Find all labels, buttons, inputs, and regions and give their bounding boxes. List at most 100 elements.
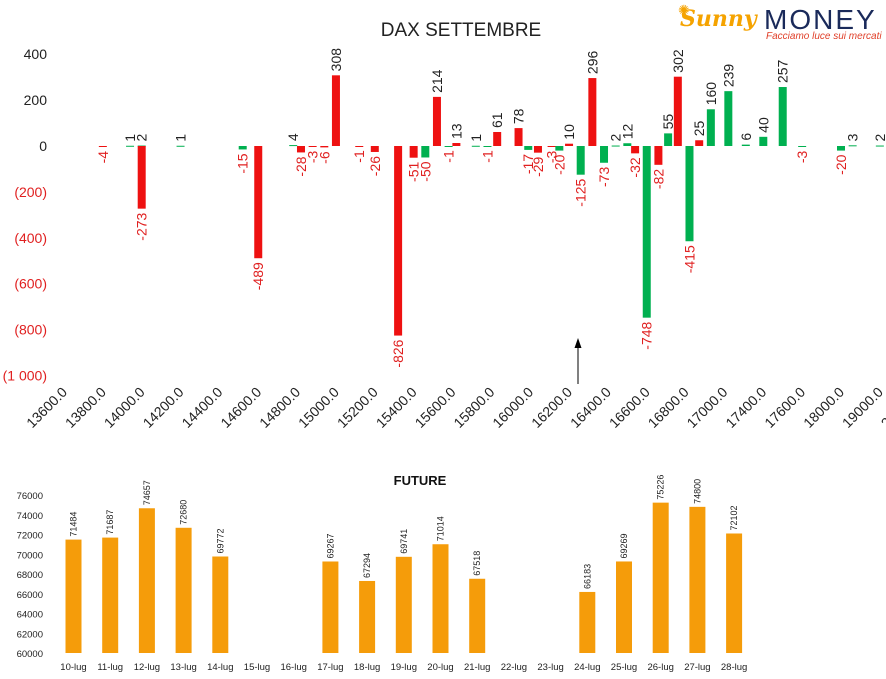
future-x-tick-label: 26-lug [647, 662, 673, 673]
future-y-tick-label: 74000 [17, 511, 43, 522]
bar-value-label: 239 [720, 64, 736, 88]
bar [137, 146, 146, 209]
x-tick-label: 15600.0 [412, 384, 459, 431]
bar [289, 145, 298, 147]
bar-value-label: -489 [250, 262, 266, 290]
bar-value-label: -6 [316, 151, 332, 164]
bar [706, 109, 715, 146]
bar [493, 132, 502, 146]
bar [176, 145, 185, 147]
y-tick-label: (600) [14, 276, 47, 292]
bar [741, 144, 750, 146]
x-tick-label: 19000.0 [839, 384, 886, 431]
bar [355, 146, 364, 147]
bar-value-label: 2 [872, 134, 886, 142]
bar [724, 91, 733, 146]
bar-value-label: -3 [544, 150, 560, 163]
future-bar [212, 556, 229, 653]
bar-value-label: -125 [573, 178, 589, 206]
bar-value-label: -748 [639, 321, 655, 349]
bar [695, 140, 704, 146]
bar-value-label: -3 [794, 150, 810, 163]
bar [588, 78, 597, 146]
x-tick-label: 13800.0 [62, 384, 109, 431]
future-x-tick-label: 27-lug [684, 662, 710, 673]
bar-value-label: 257 [775, 59, 791, 83]
bar-value-label: 2 [134, 134, 150, 142]
future-bar [689, 506, 706, 653]
bar [547, 146, 556, 147]
y-tick-label: (400) [14, 230, 47, 246]
bar [600, 146, 609, 163]
bar [664, 133, 673, 146]
bar-value-label: -4 [95, 151, 111, 164]
bar-value-label: -28 [293, 156, 309, 176]
future-bar [579, 591, 596, 653]
bar [654, 146, 663, 165]
x-tick-label: 16200.0 [528, 384, 575, 431]
x-tick-label: 18000.0 [800, 384, 847, 431]
chart-title: DAX SETTEMBRE [381, 20, 541, 41]
x-tick-label: 14800.0 [256, 384, 303, 431]
bar [471, 145, 480, 147]
future-bar [175, 527, 192, 653]
future-bar-value-label: 72102 [729, 505, 739, 530]
future-x-tick-label: 21-lug [464, 662, 490, 673]
future-bar [65, 539, 82, 653]
bar-value-label: -29 [530, 156, 546, 176]
future-bar [432, 544, 449, 653]
bar-value-label: -1 [479, 150, 495, 163]
bar-value-label: 3 [845, 133, 861, 141]
future-bar-value-label: 71687 [105, 510, 115, 535]
future-bar-value-label: 74657 [142, 480, 152, 505]
future-y-tick-label: 76000 [17, 491, 43, 502]
bar-value-label: 214 [429, 69, 445, 93]
logo-money-text: MONEY [764, 4, 877, 35]
future-bar-value-label: 66183 [582, 564, 592, 589]
bar [238, 146, 247, 150]
bar-value-label: 13 [448, 123, 464, 139]
bar-value-label: 10 [561, 124, 577, 140]
y-tick-label: (200) [14, 184, 47, 200]
bar [685, 146, 694, 242]
future-bar [616, 561, 632, 653]
bar-value-label: -73 [596, 167, 612, 187]
x-tick-label: 17400.0 [722, 384, 769, 431]
bar-value-label: 12 [619, 123, 635, 139]
bar-value-label: -82 [650, 169, 666, 189]
bar [875, 145, 884, 147]
future-x-tick-label: 24-lug [574, 662, 600, 673]
x-tick-label: 15800.0 [450, 384, 497, 431]
y-tick-label: (1 000) [3, 368, 47, 384]
future-x-tick-label: 15-lug [244, 662, 270, 673]
x-tick-label: 16600.0 [606, 384, 653, 431]
future-x-tick-label: 20-lug [427, 662, 453, 673]
bar [452, 143, 461, 146]
bar-value-label: 55 [660, 114, 676, 130]
bar [331, 75, 340, 146]
future-y-tick-label: 72000 [17, 531, 43, 542]
future-y-tick-label: 60000 [17, 649, 43, 660]
future-x-tick-label: 18-lug [354, 662, 380, 673]
bar-value-label: -20 [551, 154, 567, 174]
brand-logo: ✺ Sunny MONEY Facciamo luce sui mercati [678, 2, 882, 44]
bar [254, 146, 263, 259]
future-bar-value-label: 75226 [656, 475, 666, 500]
bar-value-label: 25 [691, 120, 707, 136]
bar-value-label: -32 [627, 157, 643, 177]
bar [524, 146, 533, 150]
bar [778, 87, 787, 146]
bar [98, 146, 107, 147]
x-tick-label: 17600.0 [761, 384, 808, 431]
bar-value-label: -20 [833, 154, 849, 174]
bar-value-label: -50 [417, 161, 433, 181]
future-x-tick-label: 13-lug [170, 662, 196, 673]
future-title: FUTURE [394, 473, 447, 488]
bar-value-label: 40 [755, 117, 771, 133]
bar-value-label: -1 [441, 150, 457, 163]
future-bar-value-label: 69772 [215, 528, 225, 553]
future-chart: FUTURE 60000 62000 64000 66000 68000 70000 7200… [17, 473, 748, 673]
bar-value-label: -15 [235, 153, 251, 173]
future-y-tick-label: 70000 [17, 550, 43, 561]
bar [308, 146, 317, 147]
